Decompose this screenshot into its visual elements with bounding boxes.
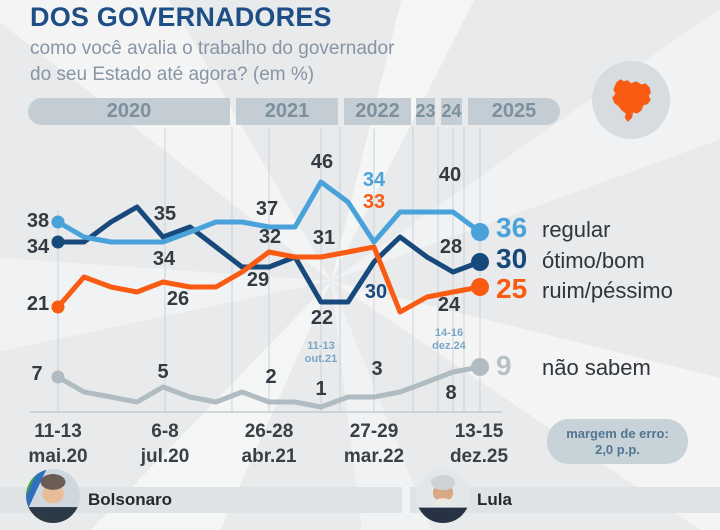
year-band-2025: 2025 xyxy=(468,98,560,125)
series-regular-line xyxy=(55,179,483,245)
series-otimo-bom-line xyxy=(55,204,483,305)
bolsonaro-name: Bolsonaro xyxy=(88,490,173,509)
x-tick-mai20: 11-13 mai.20 xyxy=(13,419,103,469)
data-label: 29 xyxy=(247,269,269,291)
data-label: 34 xyxy=(27,236,50,258)
data-label: 30 xyxy=(365,281,387,303)
page-title: DOS GOVERNADORES xyxy=(30,2,332,32)
series-regular-end-dot xyxy=(471,223,489,241)
year-band-24: 24 xyxy=(441,98,462,125)
data-label: 3 xyxy=(371,358,382,380)
data-label: 37 xyxy=(256,198,278,220)
data-label: 35 xyxy=(154,203,176,225)
subtitle-line-1: como você avalia o trabalho do governado… xyxy=(30,38,395,59)
x-tick-abr21-days: 26-28 xyxy=(244,421,294,442)
annotation-out21: 11-13 out.21 xyxy=(289,340,353,366)
x-tick-dez25-days: 13-15 xyxy=(454,421,504,442)
x-tick-abr21: 26-28 abr.21 xyxy=(224,419,314,469)
legend-label-regular: regular xyxy=(542,217,611,242)
annotation-dez24: 14-16 dez.24 xyxy=(417,327,481,353)
data-label: 34 xyxy=(363,169,386,191)
bolsonaro-avatar xyxy=(26,469,80,523)
year-band-2020: 2020 xyxy=(28,98,230,125)
legend-label-otimo-bom: ótimo/bom xyxy=(542,248,645,273)
data-label: 31 xyxy=(313,227,335,249)
data-label: 28 xyxy=(440,236,462,258)
lula-name: Lula xyxy=(477,490,512,509)
legend-label-ruim-pessimo: ruim/péssimo xyxy=(542,278,673,303)
x-tick-abr21-month: abr.21 xyxy=(241,446,297,467)
legend-row-nao-sabem: 9 não sabem xyxy=(496,350,651,382)
x-tick-mar22-month: mar.22 xyxy=(343,446,405,467)
subtitle: como você avalia o trabalho do governado… xyxy=(30,36,394,88)
legend-value-otimo-bom: 30 xyxy=(496,243,528,274)
lula-avatar xyxy=(416,469,470,523)
data-label: 26 xyxy=(167,288,189,310)
x-tick-jul20-days: 6-8 xyxy=(151,421,179,442)
year-band-2021: 2021 xyxy=(236,98,338,125)
x-tick-jul20: 6-8 jul.20 xyxy=(120,419,210,469)
series-ruim-pessimo-end-dot xyxy=(471,278,489,296)
data-label: 38 xyxy=(27,210,49,232)
margin-of-error-line2: 2,0 p.p. xyxy=(595,441,640,457)
year-band-2022: 2022 xyxy=(344,98,411,125)
annotation-dez24-days: 14-16 xyxy=(434,327,464,339)
data-label: 40 xyxy=(439,164,461,186)
data-label: 2 xyxy=(265,366,276,388)
brazil-badge xyxy=(592,61,670,139)
data-label: 8 xyxy=(445,382,456,404)
data-label: 5 xyxy=(157,361,168,383)
data-label: 7 xyxy=(31,363,42,385)
annotation-dez24-month: dez.24 xyxy=(432,340,466,352)
legend-value-nao-sabem: 9 xyxy=(496,350,512,381)
series-nao-sabem-end-dot xyxy=(471,358,489,376)
annotation-out21-days: 11-13 xyxy=(307,340,335,352)
data-label: 22 xyxy=(311,307,333,329)
series-nao-sabem-line xyxy=(55,364,483,410)
data-label: 21 xyxy=(27,293,49,315)
x-tick-mai20-days: 11-13 xyxy=(34,421,82,442)
legend-row-otimo-bom: 30 ótimo/bom xyxy=(496,243,645,275)
series-regular-start-dot xyxy=(51,215,65,229)
x-tick-mar22: 27-29 mar.22 xyxy=(329,419,419,469)
data-label: 34 xyxy=(153,248,176,270)
legend-row-ruim-pessimo: 25 ruim/péssimo xyxy=(496,273,673,305)
year-band-23: 23 xyxy=(415,98,436,125)
brazil-map-icon xyxy=(612,79,651,122)
data-label: 46 xyxy=(311,151,333,173)
series-nao-sabem-start-dot xyxy=(51,370,65,384)
legend-row-regular: 36 regular xyxy=(496,212,610,244)
data-label: 1 xyxy=(315,378,326,400)
x-tick-mai20-month: mai.20 xyxy=(28,446,88,467)
x-tick-mar22-days: 27-29 xyxy=(349,421,399,442)
margin-of-error-note: margem de erro: 2,0 p.p. xyxy=(547,419,688,464)
data-label: 24 xyxy=(438,294,461,316)
x-tick-dez25: 13-15 dez.25 xyxy=(434,419,524,469)
series-otimo-bom-end-dot xyxy=(471,253,489,271)
x-tick-dez25-month: dez.25 xyxy=(449,446,509,467)
x-tick-jul20-month: jul.20 xyxy=(140,446,190,467)
data-label: 32 xyxy=(259,226,281,248)
series-otimo-bom-start-dot xyxy=(51,235,65,249)
legend-value-ruim-pessimo: 25 xyxy=(496,273,528,304)
series-ruim-pessimo-start-dot xyxy=(51,300,65,314)
legend-value-regular: 36 xyxy=(496,212,528,243)
series-ruim-pessimo-line xyxy=(55,244,483,315)
annotation-out21-month: out.21 xyxy=(304,353,338,365)
legend-label-nao-sabem: não sabem xyxy=(542,355,651,380)
data-label: 33 xyxy=(363,191,385,213)
margin-of-error-line1: margem de erro: xyxy=(566,425,669,441)
subtitle-line-2: do seu Estado até agora? (em %) xyxy=(30,64,315,85)
